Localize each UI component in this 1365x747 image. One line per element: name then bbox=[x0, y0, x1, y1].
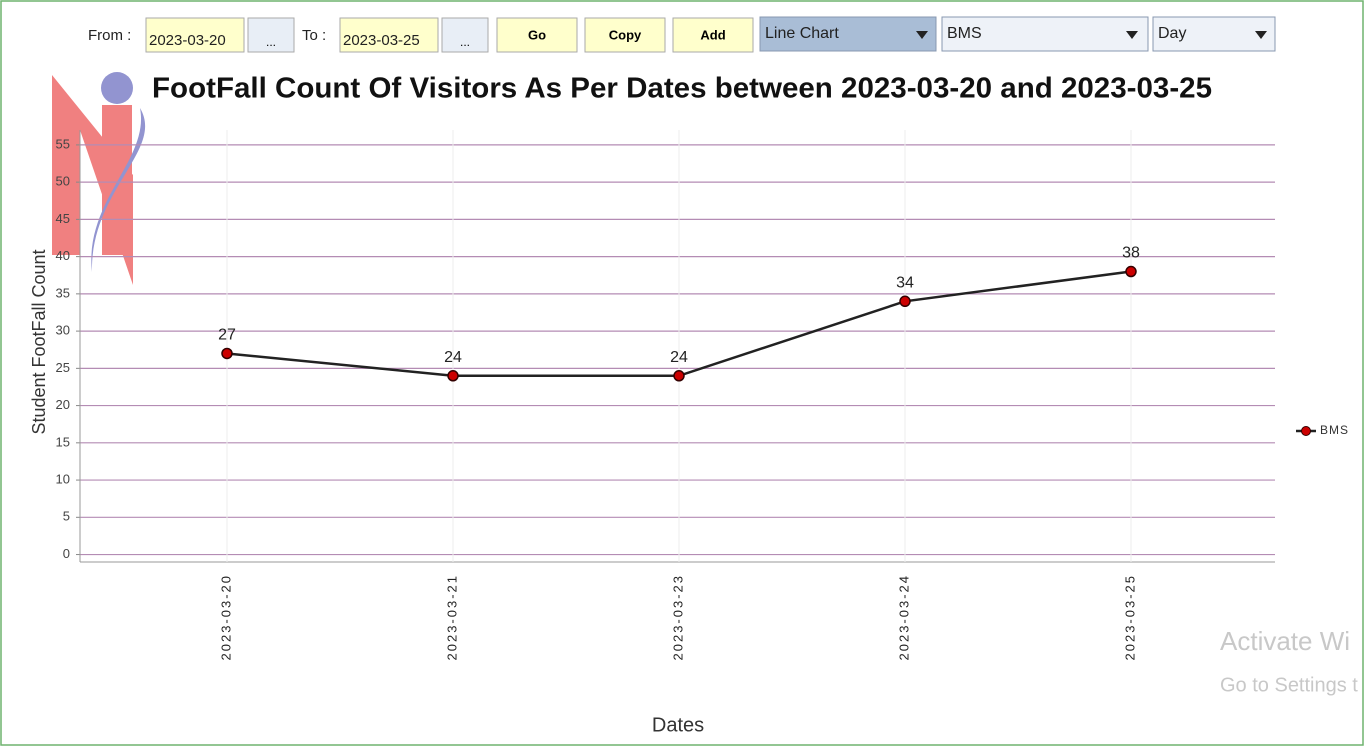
y-tick-label: 30 bbox=[56, 323, 70, 338]
copy-button[interactable] bbox=[584, 17, 666, 53]
y-tick-label: 55 bbox=[56, 136, 70, 151]
x-tick-label: 2023-03-24 bbox=[896, 574, 911, 661]
point bbox=[899, 295, 911, 308]
y-axis-label: Student FootFall Count bbox=[29, 249, 49, 434]
y-tick-label: 25 bbox=[56, 360, 70, 375]
to-label: To : bbox=[302, 27, 326, 44]
logo-head bbox=[101, 72, 133, 104]
to-input[interactable] bbox=[339, 17, 439, 53]
point bbox=[221, 347, 233, 360]
period-select[interactable] bbox=[1152, 16, 1276, 52]
add-label: Add bbox=[700, 27, 725, 42]
series-select[interactable] bbox=[941, 16, 1149, 52]
dropdown-arrow bbox=[1126, 31, 1138, 39]
y-tick-label: 40 bbox=[56, 248, 70, 263]
data-label: 34 bbox=[896, 275, 914, 292]
x-tick-label: 2023-03-25 bbox=[1122, 574, 1137, 661]
data-label: 24 bbox=[444, 349, 462, 366]
x-tick-label: 2023-03-23 bbox=[670, 574, 685, 661]
y-tick-label: 0 bbox=[63, 546, 70, 561]
from-value: 2023-03-20 bbox=[149, 32, 226, 49]
point bbox=[673, 370, 685, 382]
point bbox=[447, 370, 459, 382]
chart-type-select[interactable] bbox=[759, 16, 937, 52]
y-tick-label: 35 bbox=[56, 285, 70, 300]
logo bbox=[52, 72, 146, 285]
watermark: Go to Settings t bbox=[1220, 674, 1358, 696]
y-tick-label: 45 bbox=[56, 211, 70, 226]
y-tick-label: 20 bbox=[56, 397, 70, 412]
y-tick-label: 15 bbox=[56, 434, 70, 449]
watermark: Activate Wi bbox=[1220, 626, 1350, 656]
x-axis-label: Dates bbox=[652, 714, 704, 736]
period-value: Day bbox=[1158, 25, 1186, 42]
to-button[interactable] bbox=[441, 17, 489, 53]
logo-shape bbox=[102, 105, 132, 255]
logo-shape bbox=[52, 75, 133, 285]
chart-type-value: Line Chart bbox=[765, 25, 839, 42]
x-tick-label: 2023-03-21 bbox=[444, 574, 459, 661]
legend-marker bbox=[1301, 426, 1311, 436]
copy-label: Copy bbox=[609, 27, 642, 42]
from-button-label: ... bbox=[266, 35, 276, 49]
point bbox=[1125, 265, 1137, 278]
x-tick-label: 2023-03-20 bbox=[218, 574, 233, 661]
data-label: 38 bbox=[1122, 245, 1140, 262]
y-tick-label: 50 bbox=[56, 174, 70, 189]
data-label: 27 bbox=[218, 327, 236, 344]
chart-title: FootFall Count Of Visitors As Per Dates … bbox=[152, 73, 1212, 105]
legend-label: BMS bbox=[1320, 423, 1349, 437]
from-button[interactable] bbox=[247, 17, 295, 53]
to-button-label: ... bbox=[460, 35, 470, 49]
from-input[interactable] bbox=[145, 17, 245, 53]
to-value: 2023-03-25 bbox=[343, 32, 420, 49]
dropdown-arrow bbox=[916, 31, 928, 39]
y-tick-label: 5 bbox=[63, 509, 70, 524]
dropdown-arrow bbox=[1255, 31, 1267, 39]
go-label: Go bbox=[528, 27, 546, 42]
data-label: 24 bbox=[670, 349, 688, 366]
series-select-value: BMS bbox=[947, 25, 982, 42]
add-button[interactable] bbox=[672, 17, 754, 53]
from-label: From : bbox=[88, 27, 131, 44]
y-tick-label: 10 bbox=[56, 472, 70, 487]
go-button[interactable] bbox=[496, 17, 578, 53]
